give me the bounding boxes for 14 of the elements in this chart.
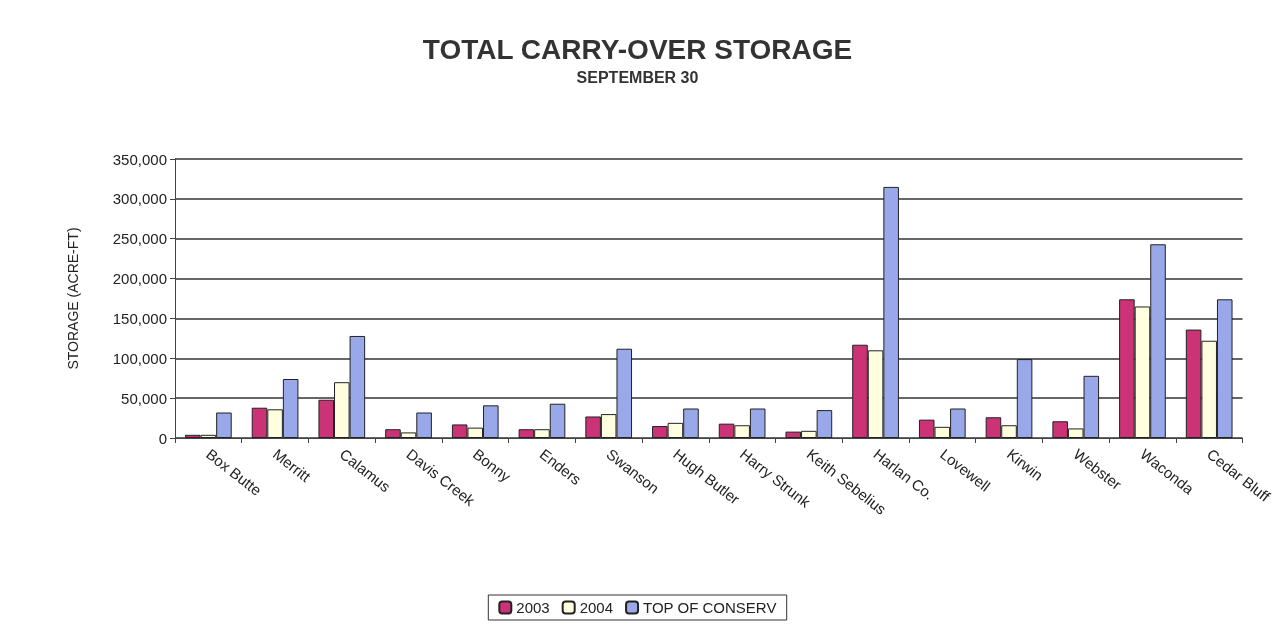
y-tick-label: 50,000 [121, 389, 167, 407]
y-axis-title: STORAGE (ACRE-FT) [65, 227, 81, 370]
y-tick-label: 0 [158, 429, 167, 447]
y-tick-label: 200,000 [112, 270, 167, 288]
legend-label: 2004 [579, 599, 614, 616]
y-tick-label: 100,000 [112, 349, 167, 367]
y-tick-label: 300,000 [112, 190, 167, 208]
y-tick-label: 350,000 [112, 150, 167, 168]
chart-subtitle: SEPTEMBER 30 [576, 68, 699, 86]
legend-label: TOP OF CONSERV [643, 599, 777, 616]
chart-title: TOTAL CARRY-OVER STORAGE [422, 33, 853, 65]
legend-label: 2003 [516, 599, 550, 616]
y-tick-label: 250,000 [112, 230, 167, 248]
y-tick-label: 150,000 [112, 309, 167, 327]
